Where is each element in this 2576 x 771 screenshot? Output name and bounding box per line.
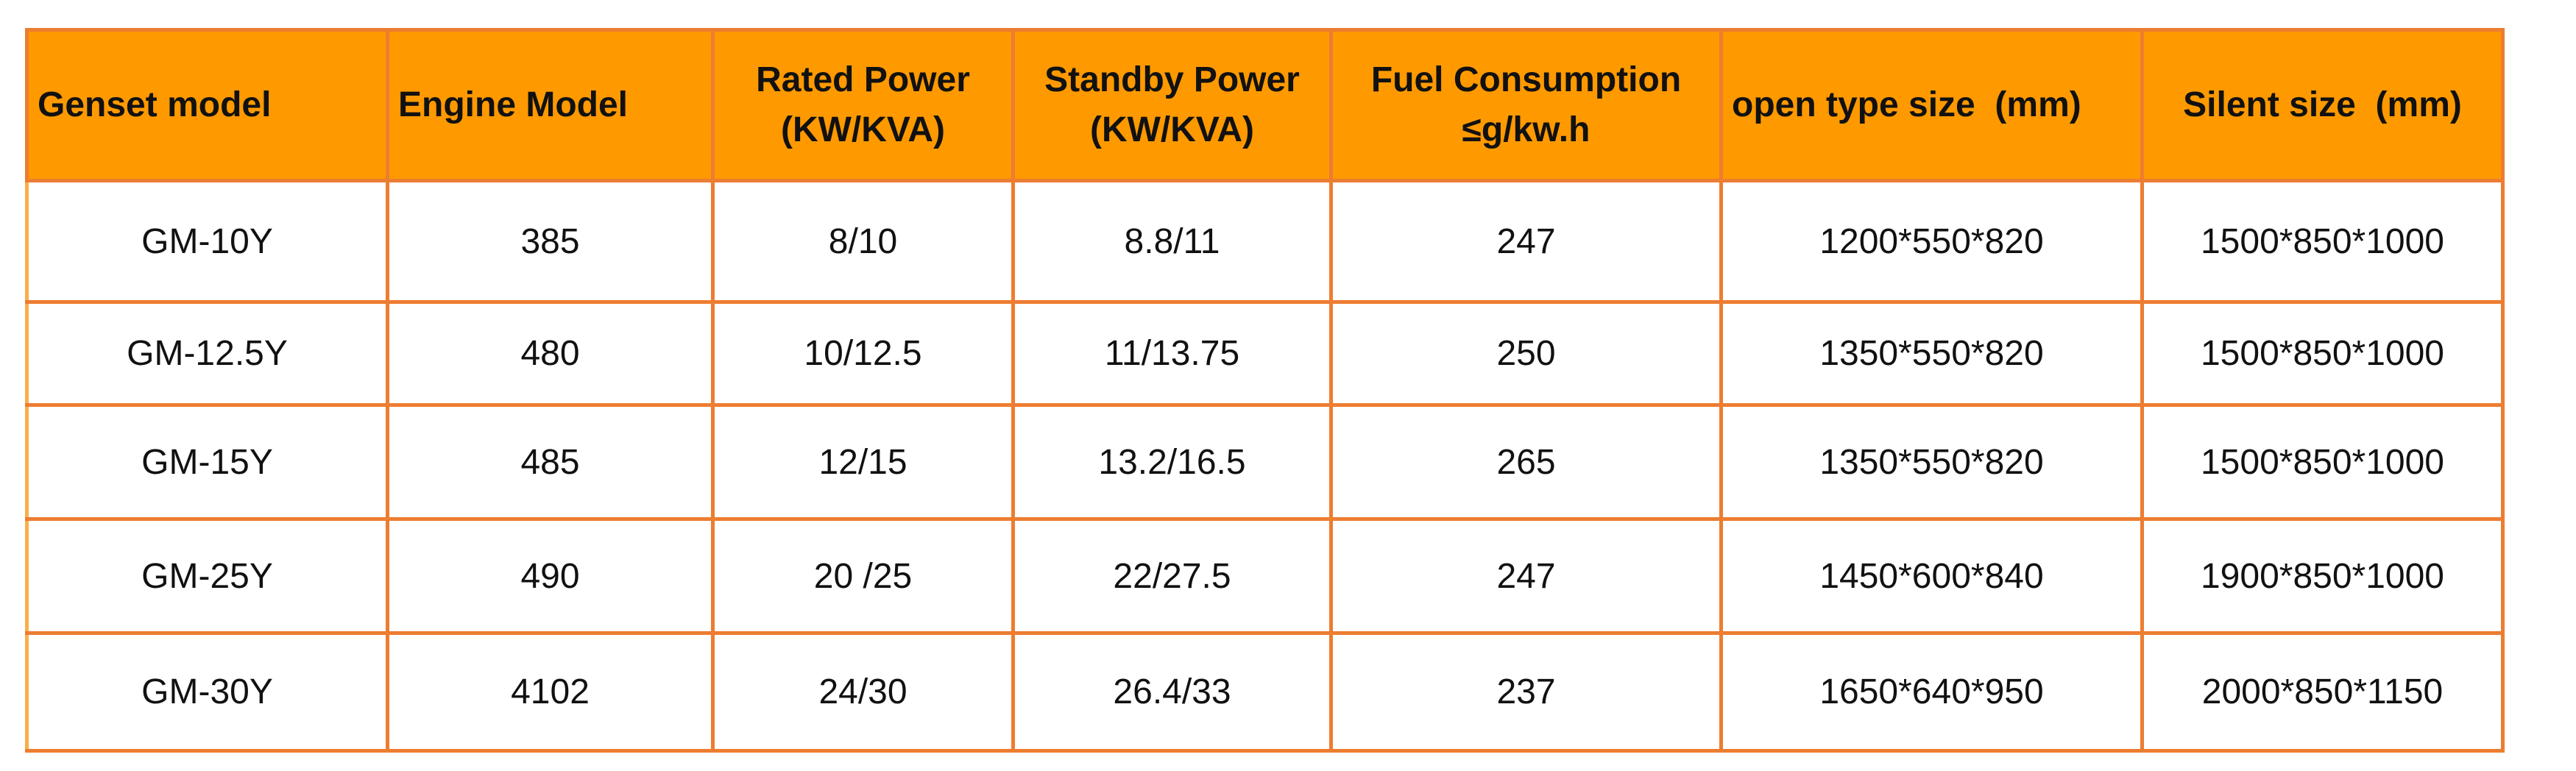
- header-rated-power: Rated Power (KW/KVA): [711, 28, 1015, 182]
- table-row: GM-15Y 485 12/15 13.2/16.5 265 1350*550*…: [25, 403, 2505, 521]
- cell-genset-model: GM-10Y: [25, 179, 389, 304]
- cell-rated-power: 8/10: [711, 179, 1015, 304]
- cell-open-type-size: 1200*550*820: [1719, 179, 2144, 304]
- cell-fuel-consumption: 247: [1329, 517, 1723, 635]
- cell-silent-size: 1500*850*1000: [2140, 179, 2505, 304]
- cell-engine-model: 4102: [386, 631, 715, 753]
- cell-fuel-consumption: 247: [1329, 179, 1723, 304]
- cell-rated-power: 20 /25: [711, 517, 1015, 635]
- cell-genset-model: GM-12.5Y: [25, 300, 389, 407]
- table-row: GM-25Y 490 20 /25 22/27.5 247 1450*600*8…: [25, 517, 2505, 635]
- cell-open-type-size: 1650*640*950: [1719, 631, 2144, 753]
- cell-fuel-consumption: 237: [1329, 631, 1723, 753]
- cell-standby-power: 22/27.5: [1011, 517, 1333, 635]
- header-standby-power: Standby Power (KW/KVA): [1011, 28, 1333, 182]
- cell-silent-size: 1900*850*1000: [2140, 517, 2505, 635]
- table-row: GM-10Y 385 8/10 8.8/11 247 1200*550*820 …: [25, 179, 2505, 304]
- header-fuel-consumption: Fuel Consumption ≤g/kw.h: [1329, 28, 1723, 182]
- table-header-row: Genset model Engine Model Rated Power (K…: [25, 28, 2505, 182]
- cell-open-type-size: 1350*550*820: [1719, 403, 2144, 521]
- cell-engine-model: 480: [386, 300, 715, 407]
- header-silent-size: Silent size (mm): [2140, 28, 2505, 182]
- cell-engine-model: 490: [386, 517, 715, 635]
- cell-open-type-size: 1350*550*820: [1719, 300, 2144, 407]
- header-genset-model: Genset model: [25, 28, 389, 182]
- cell-rated-power: 24/30: [711, 631, 1015, 753]
- table-row: GM-12.5Y 480 10/12.5 11/13.75 250 1350*5…: [25, 300, 2505, 407]
- cell-engine-model: 485: [386, 403, 715, 521]
- cell-rated-power: 12/15: [711, 403, 1015, 521]
- cell-genset-model: GM-30Y: [25, 631, 389, 753]
- header-open-type-size: open type size (mm): [1719, 28, 2144, 182]
- header-engine-model: Engine Model: [386, 28, 715, 182]
- table-row: GM-30Y 4102 24/30 26.4/33 237 1650*640*9…: [25, 631, 2505, 753]
- cell-silent-size: 1500*850*1000: [2140, 300, 2505, 407]
- cell-silent-size: 2000*850*1150: [2140, 631, 2505, 753]
- cell-fuel-consumption: 250: [1329, 300, 1723, 407]
- cell-fuel-consumption: 265: [1329, 403, 1723, 521]
- cell-standby-power: 8.8/11: [1011, 179, 1333, 304]
- genset-spec-table: Genset model Engine Model Rated Power (K…: [25, 28, 2505, 753]
- cell-engine-model: 385: [386, 179, 715, 304]
- cell-standby-power: 13.2/16.5: [1011, 403, 1333, 521]
- cell-open-type-size: 1450*600*840: [1719, 517, 2144, 635]
- cell-standby-power: 11/13.75: [1011, 300, 1333, 407]
- cell-genset-model: GM-25Y: [25, 517, 389, 635]
- cell-rated-power: 10/12.5: [711, 300, 1015, 407]
- cell-genset-model: GM-15Y: [25, 403, 389, 521]
- cell-standby-power: 26.4/33: [1011, 631, 1333, 753]
- cell-silent-size: 1500*850*1000: [2140, 403, 2505, 521]
